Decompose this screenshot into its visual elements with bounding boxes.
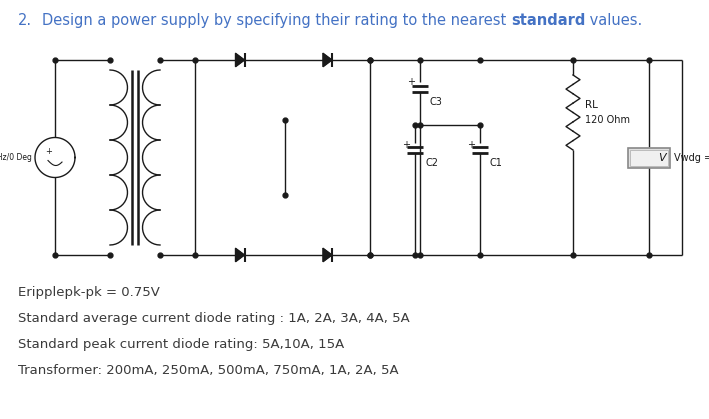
Text: Eripplepk-pk = 0.75V: Eripplepk-pk = 0.75V xyxy=(18,286,160,299)
Text: Standard peak current diode rating: 5A,10A, 15A: Standard peak current diode rating: 5A,1… xyxy=(18,338,345,351)
Text: RL: RL xyxy=(585,99,598,109)
Bar xyxy=(630,150,668,166)
Bar xyxy=(628,147,670,168)
Polygon shape xyxy=(323,248,332,262)
Text: +: + xyxy=(407,77,415,87)
Text: Standard average current diode rating : 1A, 2A, 3A, 4A, 5A: Standard average current diode rating : … xyxy=(18,312,410,325)
Text: +: + xyxy=(467,140,475,150)
Polygon shape xyxy=(235,53,245,67)
Text: +: + xyxy=(402,140,410,150)
Text: 220 V/60 Hz/0 Deg: 220 V/60 Hz/0 Deg xyxy=(0,153,32,162)
Text: Vwdg = 24Vdc: Vwdg = 24Vdc xyxy=(674,153,709,163)
Text: C3: C3 xyxy=(430,97,443,107)
Text: V: V xyxy=(658,153,666,163)
Text: 2.: 2. xyxy=(18,13,32,28)
Text: 120 Ohm: 120 Ohm xyxy=(585,114,630,124)
Polygon shape xyxy=(235,248,245,262)
Text: values.: values. xyxy=(585,13,642,28)
Text: Design a power supply by specifying their rating to the nearest: Design a power supply by specifying thei… xyxy=(42,13,511,28)
Text: C2: C2 xyxy=(425,158,438,168)
Text: standard: standard xyxy=(511,13,585,28)
Text: C1: C1 xyxy=(490,158,503,168)
Polygon shape xyxy=(323,53,332,67)
Text: +: + xyxy=(45,147,52,156)
Text: Transformer: 200mA, 250mA, 500mA, 750mA, 1A, 2A, 5A: Transformer: 200mA, 250mA, 500mA, 750mA,… xyxy=(18,364,398,377)
